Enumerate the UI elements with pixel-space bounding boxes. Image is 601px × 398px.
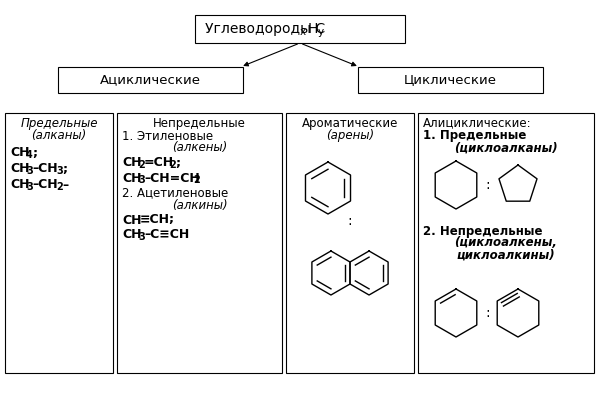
Text: –CH=CH: –CH=CH: [144, 172, 200, 185]
Text: 2: 2: [56, 182, 63, 192]
Text: 3: 3: [138, 232, 145, 242]
Text: 1. Этиленовые: 1. Этиленовые: [122, 129, 213, 142]
Text: 2: 2: [169, 160, 175, 170]
Text: x: x: [300, 27, 306, 37]
Text: CH: CH: [122, 156, 141, 170]
Text: 2. Ацетиленовые: 2. Ацетиленовые: [122, 187, 228, 199]
Text: (циклоалкены,: (циклоалкены,: [454, 236, 558, 250]
Text: (арены): (арены): [326, 129, 374, 142]
Text: CH: CH: [122, 213, 141, 226]
Bar: [117, 113, 282, 373]
Text: (алкены): (алкены): [172, 142, 227, 154]
Text: Углеводороды C: Углеводороды C: [205, 22, 325, 36]
Text: ;: ;: [32, 146, 37, 160]
Bar: [286, 113, 414, 373]
Text: –C≡CH: –C≡CH: [144, 228, 189, 242]
Bar: [5, 113, 113, 373]
Text: CH: CH: [122, 172, 141, 185]
Text: ;: ;: [175, 156, 180, 170]
Bar: [418, 113, 594, 373]
Text: CH: CH: [10, 178, 29, 191]
Text: 3: 3: [26, 182, 32, 192]
Text: Предельные: Предельные: [20, 117, 98, 129]
Text: 2: 2: [193, 175, 200, 185]
Text: :: :: [348, 214, 352, 228]
Text: Ациклические: Ациклические: [100, 74, 201, 86]
Bar: [358, 67, 543, 93]
Text: y: y: [318, 27, 324, 37]
Text: =CH: =CH: [144, 156, 174, 170]
Text: CH: CH: [10, 146, 29, 160]
Text: 3: 3: [138, 175, 145, 185]
Text: (алкины): (алкины): [172, 199, 227, 211]
Text: –CH: –CH: [32, 162, 58, 176]
Text: –: –: [62, 178, 68, 191]
Text: :: :: [486, 306, 490, 320]
Text: CH: CH: [122, 228, 141, 242]
Text: циклоалкины): циклоалкины): [457, 248, 555, 261]
Text: CH: CH: [10, 162, 29, 176]
Text: (алканы): (алканы): [31, 129, 87, 142]
Text: Циклические: Циклические: [403, 74, 496, 86]
Text: –CH: –CH: [32, 178, 58, 191]
Text: Непредельные: Непредельные: [153, 117, 246, 129]
Text: 4: 4: [26, 150, 32, 160]
Text: ;: ;: [62, 162, 67, 176]
Text: 1. Предельные: 1. Предельные: [423, 129, 526, 142]
Text: Алициклические:: Алициклические:: [423, 117, 532, 129]
Text: Ароматические: Ароматические: [302, 117, 398, 129]
Text: ≡CH;: ≡CH;: [140, 213, 175, 226]
Text: 3: 3: [56, 166, 63, 176]
Bar: [58, 67, 242, 93]
Bar: [195, 15, 405, 43]
Text: :: :: [486, 178, 490, 192]
Text: 2. Непредельные: 2. Непредельные: [423, 224, 543, 238]
Text: 2: 2: [138, 160, 145, 170]
Text: H: H: [308, 22, 319, 36]
Text: (циклоалканы): (циклоалканы): [454, 142, 558, 154]
Text: 3: 3: [26, 166, 32, 176]
